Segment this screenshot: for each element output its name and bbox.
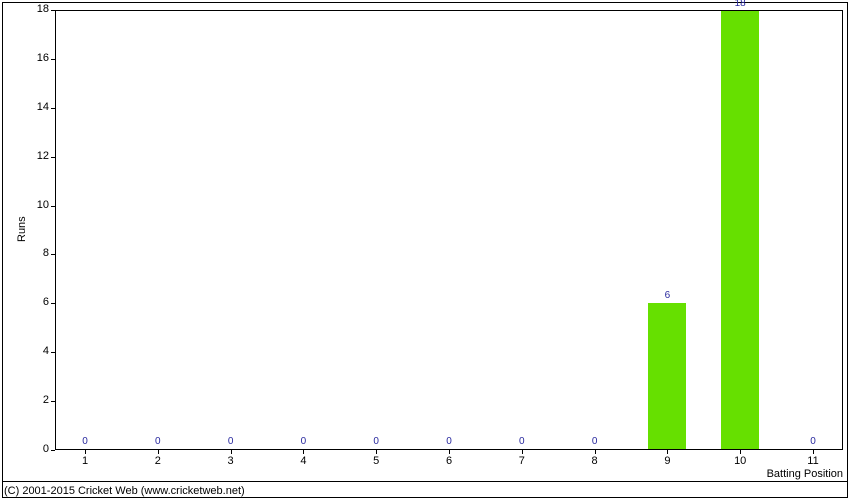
bar-value-label: 6 [665,290,671,301]
y-tick-mark [51,108,55,109]
bar [648,303,686,449]
x-tick-label: 1 [70,455,100,467]
bar-value-label: 0 [592,436,598,447]
bar-value-label: 0 [228,436,234,447]
bar-value-label: 0 [810,436,816,447]
x-tick-mark [667,450,668,454]
y-tick-label: 12 [21,150,49,162]
y-tick-label: 10 [21,199,49,211]
x-tick-mark [85,450,86,454]
y-tick-label: 4 [21,345,49,357]
bar-value-label: 0 [519,436,525,447]
y-tick-label: 14 [21,101,49,113]
x-tick-label: 2 [143,455,173,467]
x-tick-mark [303,450,304,454]
y-tick-label: 18 [21,3,49,15]
y-tick-mark [51,401,55,402]
x-tick-label: 10 [725,455,755,467]
y-tick-label: 2 [21,394,49,406]
y-tick-mark [51,59,55,60]
y-axis-label: Runs [16,216,28,242]
x-tick-mark [740,450,741,454]
x-tick-mark [595,450,596,454]
copyright-text: (C) 2001-2015 Cricket Web (www.cricketwe… [4,485,245,497]
bar [721,11,759,449]
x-tick-label: 6 [434,455,464,467]
y-tick-label: 0 [21,443,49,455]
x-tick-label: 5 [361,455,391,467]
copyright-divider [2,481,848,482]
bar-value-label: 0 [155,436,161,447]
y-tick-mark [51,450,55,451]
y-tick-label: 8 [21,247,49,259]
x-tick-mark [231,450,232,454]
bar-value-label: 0 [373,436,379,447]
y-tick-label: 16 [21,52,49,64]
x-tick-mark [449,450,450,454]
bar-value-label: 18 [735,0,746,9]
x-tick-mark [522,450,523,454]
bar-value-label: 0 [82,436,88,447]
x-tick-label: 9 [652,455,682,467]
x-tick-label: 8 [580,455,610,467]
x-tick-label: 3 [216,455,246,467]
x-axis-label: Batting Position [767,468,843,480]
bar-value-label: 0 [301,436,307,447]
y-tick-mark [51,352,55,353]
x-tick-mark [158,450,159,454]
y-tick-label: 6 [21,296,49,308]
y-tick-mark [51,254,55,255]
chart-container: Runs Batting Position 024681012141618 12… [0,0,850,500]
y-tick-mark [51,206,55,207]
bar-value-label: 0 [446,436,452,447]
y-tick-mark [51,157,55,158]
x-tick-label: 4 [288,455,318,467]
x-tick-label: 11 [798,455,828,467]
y-tick-mark [51,10,55,11]
x-tick-mark [813,450,814,454]
x-tick-mark [376,450,377,454]
y-tick-mark [51,303,55,304]
x-tick-label: 7 [507,455,537,467]
